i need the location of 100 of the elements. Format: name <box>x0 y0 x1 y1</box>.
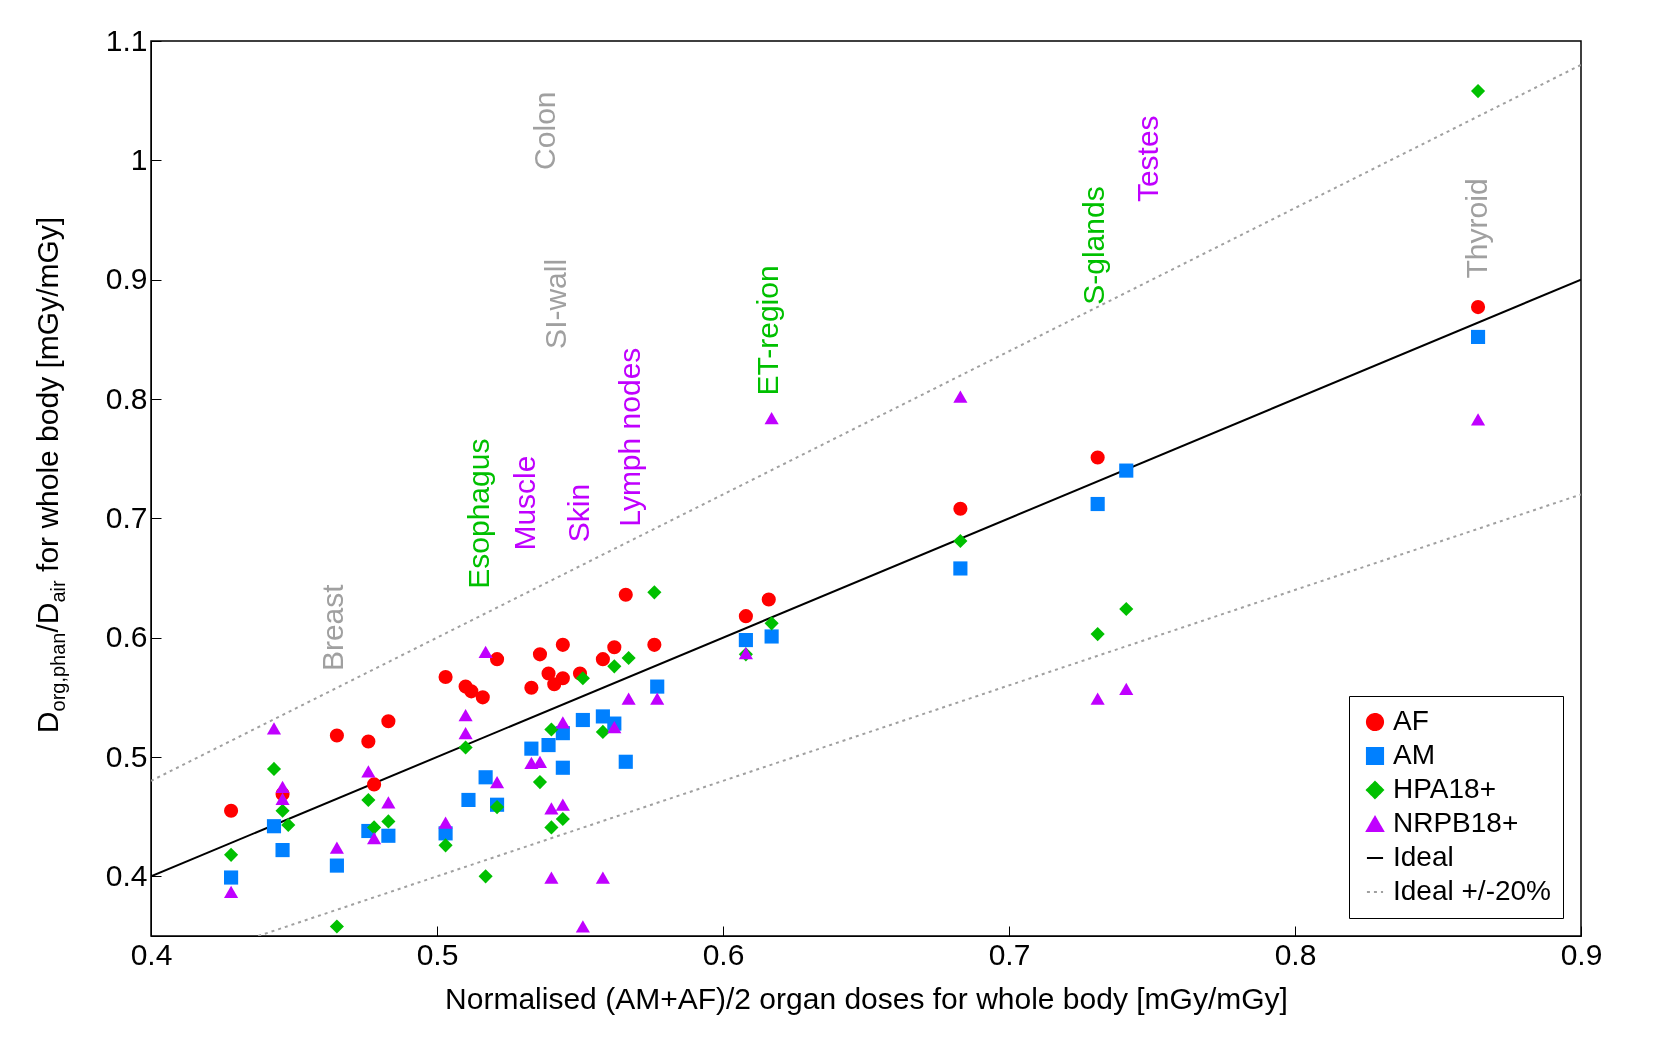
point <box>595 652 610 667</box>
point <box>532 647 548 662</box>
x-axis-title: Normalised (AM+AF)/2 organ doses for whole body [mGy/mGy] <box>445 981 1288 1015</box>
point <box>647 585 662 600</box>
point <box>224 847 239 862</box>
point <box>1090 692 1105 705</box>
point <box>1470 84 1486 99</box>
point <box>275 843 290 858</box>
point <box>1090 450 1105 465</box>
point <box>1119 463 1134 478</box>
annotation: S-glands <box>1076 186 1110 305</box>
point <box>764 411 779 425</box>
point <box>381 714 396 729</box>
point <box>524 680 539 695</box>
point <box>761 592 776 607</box>
annotation: Thyroid <box>1460 178 1494 279</box>
point <box>458 709 473 722</box>
point <box>953 501 968 516</box>
x-tick-label: 0.8 <box>1274 937 1317 971</box>
point <box>489 652 505 667</box>
x-tick-label: 0.5 <box>416 937 459 971</box>
point <box>329 728 344 743</box>
point <box>361 734 376 749</box>
point <box>275 780 290 793</box>
point <box>266 722 282 735</box>
legend-label: NRPB18+ <box>1393 807 1519 838</box>
point <box>367 777 382 792</box>
annotation: SI-wall <box>539 258 573 349</box>
x-tick-label: 0.4 <box>130 937 173 971</box>
point <box>275 803 290 818</box>
point <box>647 637 662 652</box>
x-tick-label: 0.6 <box>702 937 745 971</box>
x-tick-label: 0.9 <box>1560 937 1603 971</box>
point <box>367 832 382 845</box>
point <box>1119 682 1134 696</box>
point <box>544 722 559 737</box>
point <box>275 792 290 805</box>
point <box>438 838 453 853</box>
point <box>464 684 479 699</box>
point <box>367 820 382 835</box>
annotation: Muscle <box>507 455 541 551</box>
annotation: Colon <box>527 91 561 170</box>
annotation: Lymph nodes <box>613 347 647 527</box>
legend-label: Ideal +/-20% <box>1393 875 1551 906</box>
point <box>555 716 570 729</box>
point <box>595 724 610 740</box>
point <box>541 666 556 681</box>
point <box>555 760 570 775</box>
point <box>764 616 779 631</box>
point <box>329 858 344 873</box>
point <box>544 820 559 835</box>
y-tick-label: 0.4 <box>105 858 148 892</box>
point <box>953 533 968 549</box>
annotation: Testes <box>1131 115 1165 203</box>
point <box>266 819 282 834</box>
point <box>381 796 396 809</box>
point <box>575 671 590 686</box>
point <box>555 671 570 686</box>
point <box>478 770 493 785</box>
point <box>381 814 396 829</box>
point <box>650 692 665 705</box>
legend-label: Ideal <box>1393 841 1454 872</box>
point <box>489 775 505 789</box>
point <box>555 811 570 827</box>
annotation: ET-region <box>750 265 784 396</box>
legend-label: HPA18+ <box>1393 773 1496 804</box>
point <box>478 869 493 884</box>
point <box>524 741 539 756</box>
point <box>329 919 344 934</box>
point <box>1470 329 1486 345</box>
point <box>224 870 239 885</box>
annotation: Esophagus <box>461 438 495 589</box>
y-tick-label: 1 <box>130 142 148 176</box>
y-tick-label: 0.9 <box>105 262 148 296</box>
legend-label: AM <box>1393 739 1435 770</box>
point <box>1090 496 1105 512</box>
x-tick-label: 0.7 <box>988 937 1031 971</box>
point <box>224 885 239 898</box>
y-tick-label: 1.1 <box>105 23 148 57</box>
point <box>544 802 559 815</box>
point <box>478 645 493 659</box>
point <box>1470 413 1486 426</box>
point <box>650 679 665 694</box>
y-tick-label: 0.8 <box>105 381 148 415</box>
point <box>621 650 636 666</box>
point <box>738 609 753 624</box>
point <box>224 803 239 818</box>
point <box>381 828 396 843</box>
point <box>438 816 453 829</box>
point <box>438 669 453 685</box>
point <box>266 761 282 776</box>
point <box>607 640 622 655</box>
point <box>555 798 570 811</box>
point <box>1119 601 1134 617</box>
point <box>621 692 636 705</box>
point <box>541 738 556 753</box>
point <box>458 740 473 755</box>
legend-label: AF <box>1393 705 1429 736</box>
point <box>329 841 344 854</box>
point <box>764 629 779 644</box>
